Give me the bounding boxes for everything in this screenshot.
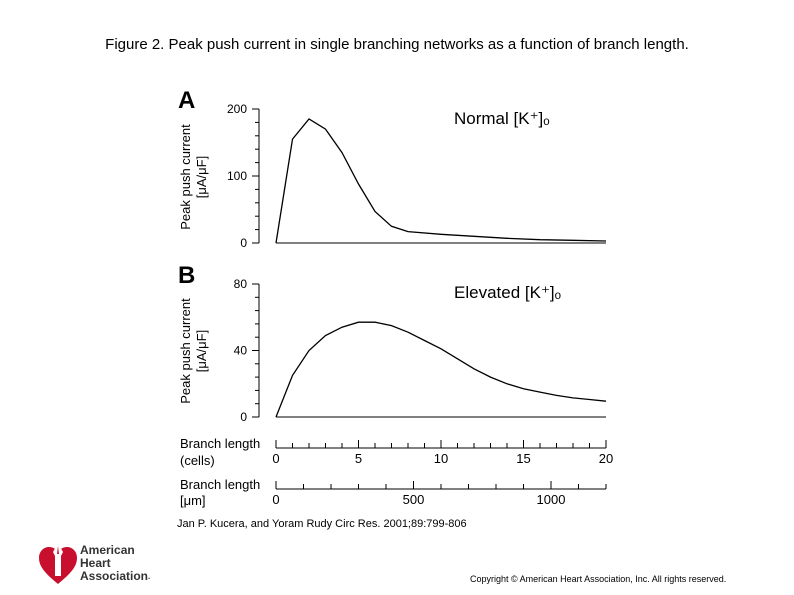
panel-a-y-tick-label: 0 [240,236,247,250]
panel-b-y-tick-label: 80 [234,277,248,291]
panel-a-ylabel: Peak push current [178,124,193,230]
panel-b-annotation: Elevated [K⁺]ₒ [454,283,561,302]
x-axis-cells-tick-label: 20 [599,451,613,466]
panel-a-series-line [275,118,607,244]
x-axis-um: Branch length [μm] 0 500 1000 [180,477,607,508]
panel-a-y-tick-label: 100 [227,169,247,183]
panel-b-y-axis [252,283,260,418]
aha-logo-line1: American [80,543,135,557]
x-axis-um-label-1: Branch length [180,477,260,492]
x-axis-um-tick-label: 500 [403,492,425,507]
citation: Jan P. Kucera, and Yoram Rudy Circ Res. … [177,518,467,530]
x-axis-cells-tick-label: 0 [272,451,279,466]
panel-a: A Peak push current [μA/μF] Normal [K⁺]ₒ… [178,87,607,250]
panel-b-series-line [275,321,607,418]
aha-logo: American Heart Association. [38,540,168,590]
x-axis-cells-tick-label: 5 [355,451,362,466]
aha-logo-line3: Association. [80,569,151,583]
panel-b-label: B [178,262,195,289]
panel-b: B Peak push current [μA/μF] Elevated [K⁺… [178,262,607,424]
x-axis-cells-ticks: 0 5 10 15 20 [272,440,613,466]
x-axis-cells-tick-label: 15 [516,451,530,466]
panel-a-yunit: [μA/μF] [194,156,209,198]
panel-a-y-ticks: 0 100 200 [227,102,247,250]
panel-b-yunit: [μA/μF] [194,330,209,372]
panel-a-y-axis [252,108,260,244]
panel-b-y-tick-label: 0 [240,410,247,424]
x-axis-cells-label-1: Branch length [180,436,260,451]
x-axis-cells: Branch length (cells) 0 5 10 15 20 [180,436,613,468]
x-axis-um-tick-label: 1000 [537,492,566,507]
panel-a-annotation: Normal [K⁺]ₒ [454,109,550,128]
panel-b-y-tick-label: 40 [234,344,248,358]
copyright: Copyright © American Heart Association, … [470,574,727,584]
panel-b-ylabel: Peak push current [178,298,193,404]
figure-title: Figure 2. Peak push current in single br… [105,36,689,53]
panel-b-y-ticks: 0 40 80 [234,277,248,424]
panel-a-label: A [178,87,195,114]
heart-torch-icon [39,543,77,584]
panel-a-y-tick-label: 200 [227,102,247,116]
x-axis-cells-label-2: (cells) [180,453,215,468]
aha-logo-line2: Heart [80,556,111,570]
x-axis-um-tick-label: 0 [272,492,279,507]
x-axis-um-ticks: 0 500 1000 [272,481,607,507]
aha-logo-text: American Heart Association. [80,544,150,583]
x-axis-um-label-2: [μm] [180,493,206,508]
x-axis-cells-tick-label: 10 [434,451,448,466]
